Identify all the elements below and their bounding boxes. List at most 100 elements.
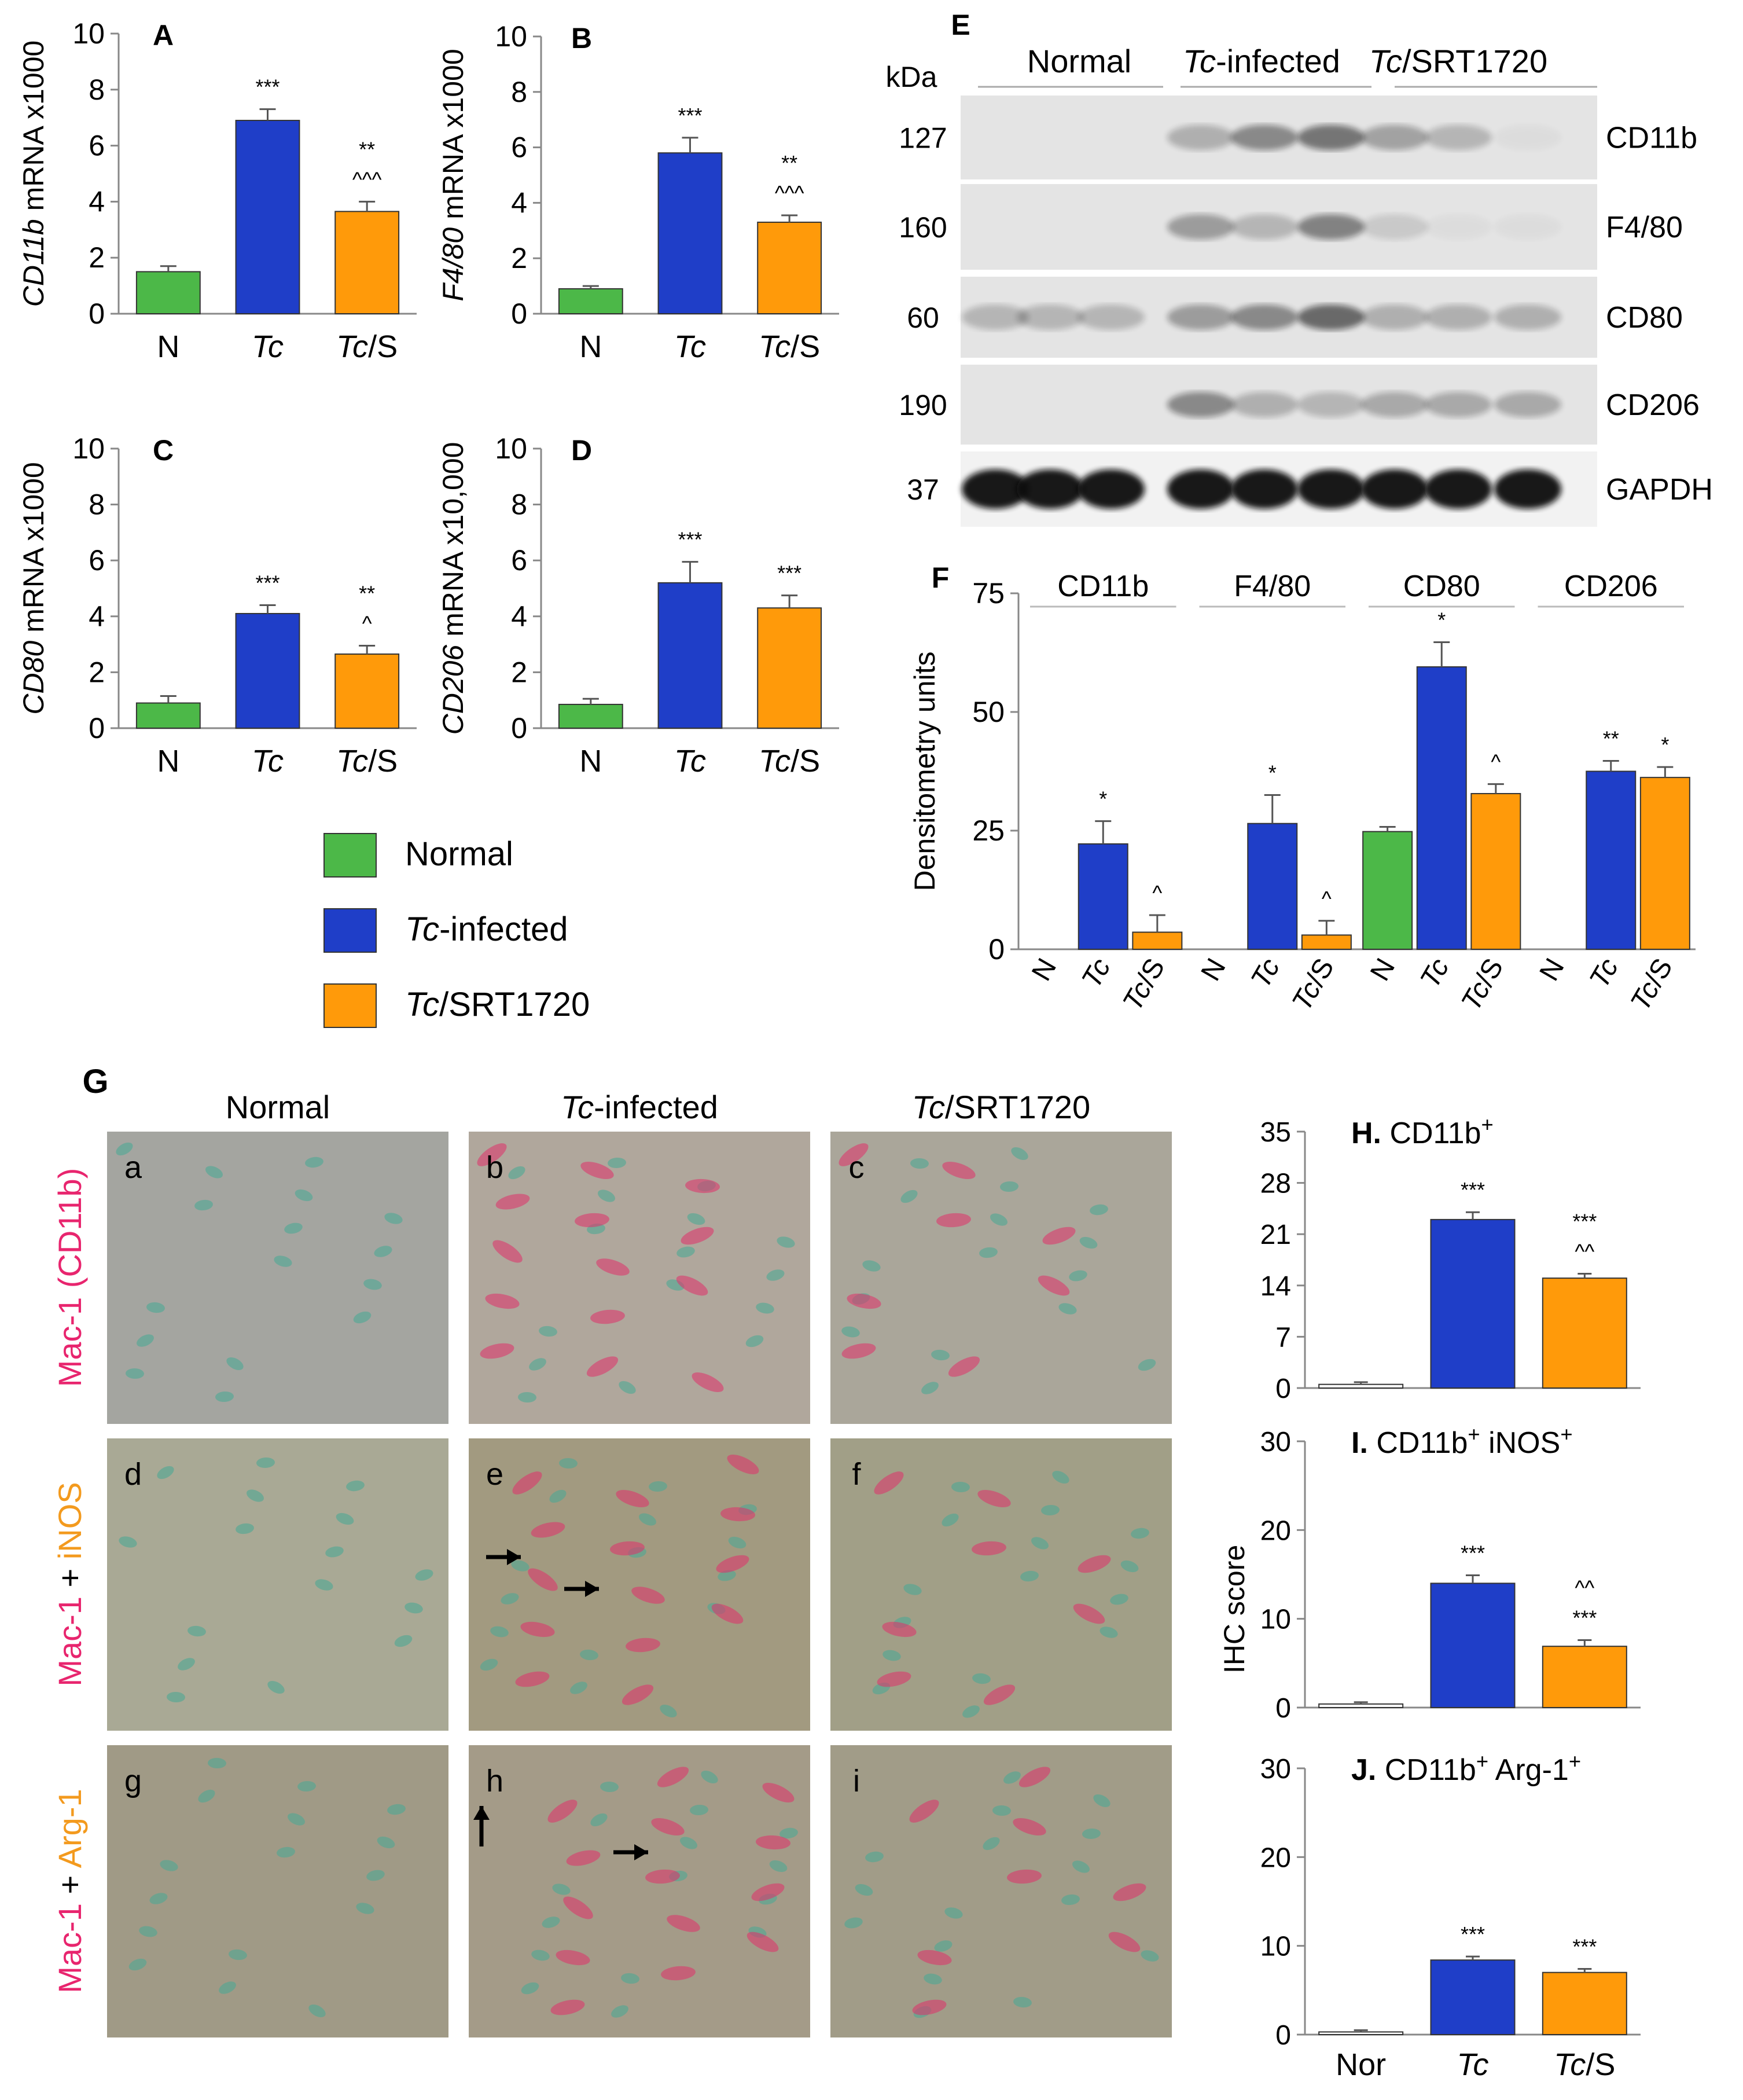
stain-spot	[727, 1454, 759, 1475]
nucleus	[284, 1222, 303, 1234]
label-part: +	[52, 1559, 88, 1596]
label-part: CD11b	[1381, 1117, 1481, 1150]
y-tick-label: 8	[89, 489, 105, 521]
y-tick-label: 0	[89, 712, 105, 744]
label-part: /S	[790, 744, 820, 779]
blot-band	[962, 469, 1029, 509]
nucleus	[178, 1658, 195, 1671]
significance-label: ***	[1461, 1178, 1485, 1202]
nucleus	[580, 1649, 598, 1661]
stain-spot	[512, 1471, 542, 1495]
stain-spot	[751, 1883, 785, 1901]
category-label: N	[157, 329, 179, 364]
blot-band	[1167, 124, 1234, 150]
y-tick-label: 4	[511, 600, 527, 633]
nucleus	[187, 1625, 206, 1637]
label-part: Normal	[1027, 43, 1131, 79]
blot-band	[1425, 469, 1492, 509]
blot-band	[1167, 392, 1234, 417]
nucleus	[137, 1334, 154, 1347]
nucleus	[951, 1481, 970, 1493]
category-label: N	[1026, 953, 1062, 986]
nucleus	[336, 1512, 354, 1525]
micrograph	[830, 1132, 1172, 1424]
stain-spot	[566, 1850, 601, 1866]
category-label: N	[579, 744, 602, 779]
nucleus	[1000, 1181, 1018, 1192]
y-axis-label: F4/80 mRNA x1000	[437, 49, 469, 301]
blot-band	[1297, 304, 1365, 330]
stain-spot	[645, 1869, 680, 1884]
stain-spot	[909, 1800, 939, 1823]
stain-spot	[651, 1818, 685, 1835]
stain-spot	[692, 1372, 724, 1393]
significance-label: ^^^	[775, 181, 804, 205]
y-tick-label: 0	[511, 298, 527, 330]
label-part: Mac-1 (CD11b)	[52, 1168, 88, 1387]
blot-band	[1167, 469, 1234, 509]
micrograph-letter: g	[124, 1764, 142, 1798]
bar-2	[334, 654, 400, 729]
label-part: +	[52, 1868, 88, 1903]
y-axis-label: CD11b mRNA x1000	[17, 41, 50, 307]
nucleus	[229, 1949, 247, 1961]
micrograph-letter: a	[124, 1150, 142, 1185]
bar	[1247, 823, 1298, 950]
nucleus	[1031, 1537, 1049, 1550]
kda-value: 60	[907, 302, 939, 334]
nucleus	[139, 1926, 157, 1937]
stain-spot	[912, 1999, 947, 2015]
y-tick-label: 10	[495, 20, 527, 53]
kda-value: 190	[899, 389, 947, 421]
bar-2	[334, 211, 400, 314]
group-label: CD206	[1564, 570, 1658, 603]
nucleus	[205, 1166, 223, 1179]
stain-spot	[550, 1999, 585, 2015]
stain-spot	[657, 1767, 689, 1787]
legend-label: Normal	[405, 835, 513, 873]
blot-band	[1231, 124, 1298, 150]
stain-spot	[667, 1915, 700, 1932]
label-part: mRNA x1000	[437, 49, 469, 227]
significance-label: ***	[255, 571, 280, 594]
nucleus	[924, 1973, 942, 1985]
blot-band	[1017, 304, 1084, 330]
significance-label: ***	[777, 561, 801, 585]
legend-swatch	[323, 908, 377, 953]
chart-h-cd11b-ihc: 0 7 14 21 28 35 H. CD11b+ *** ^^ ***	[1260, 1113, 1641, 1404]
bar	[1430, 1218, 1516, 1389]
arrow-head	[634, 1844, 648, 1860]
stain-spot	[596, 1258, 630, 1276]
stain-spot	[1078, 1555, 1111, 1573]
stain-spot	[685, 1179, 720, 1194]
label-part: +	[1569, 1749, 1581, 1773]
stain-spot	[747, 1932, 779, 1952]
label-part: Mac-1	[52, 1903, 88, 1993]
category-label: Tc/S	[1625, 953, 1679, 1016]
blot-row-label: CD11b	[1606, 122, 1697, 155]
nucleus	[841, 1326, 860, 1338]
label-part: /S	[368, 329, 398, 364]
bar	[1318, 2031, 1404, 2035]
significance-label: *	[1268, 761, 1277, 785]
nucleus	[680, 1837, 697, 1849]
stain-spot	[575, 1213, 609, 1228]
stain-spot	[1007, 1869, 1042, 1884]
blot-band	[1231, 469, 1298, 509]
category-label: Tc/S	[336, 329, 398, 364]
bar	[1132, 931, 1183, 950]
nucleus	[308, 2004, 326, 2018]
category-label: Tc	[1245, 953, 1286, 993]
nucleus	[247, 1489, 264, 1502]
label-part: Tc	[1183, 43, 1216, 79]
nucleus	[198, 1789, 215, 1803]
bar	[1542, 1971, 1627, 2036]
blot-row-label: CD80	[1606, 301, 1683, 335]
nucleus	[903, 1584, 922, 1595]
nucleus	[128, 1958, 147, 1971]
y-tick-label: 10	[1260, 1932, 1291, 1962]
nucleus	[274, 1255, 292, 1267]
blot-row-label: F4/80	[1606, 211, 1683, 244]
y-tick-label: 2	[511, 242, 527, 274]
